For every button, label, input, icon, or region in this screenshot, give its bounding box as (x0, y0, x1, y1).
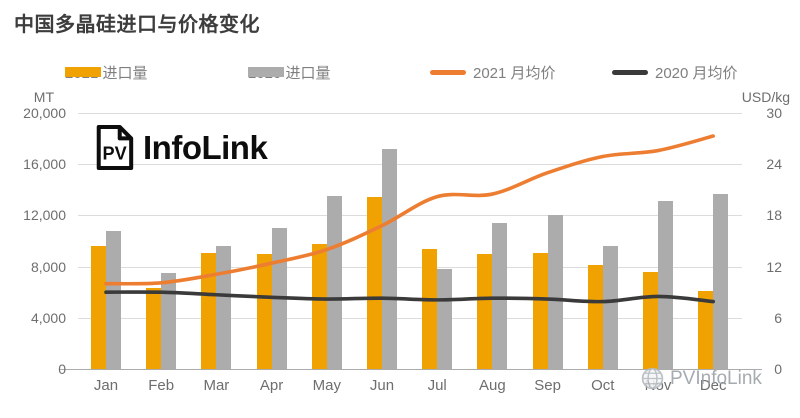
x-axis-label-sep: Sep (534, 377, 561, 394)
y-axis-tick-right: 0 (774, 361, 782, 377)
legend-label: 2021 月均价 (473, 64, 556, 82)
x-axis-label-jul: Jul (427, 377, 447, 394)
import-bar-2020-may (326, 196, 342, 369)
import-bar-2020-oct (602, 246, 618, 369)
x-axis-label-mar: Mar (203, 377, 230, 394)
pv-infolink-logo: PV InfoLink (93, 124, 268, 171)
import-bar-2020-feb (161, 273, 177, 369)
import-bar-2021-sep (532, 252, 548, 369)
x-axis-label-may: May (312, 377, 341, 394)
import-bar-2021-jan (91, 246, 106, 369)
import-bar-2020-dec (713, 193, 729, 369)
watermark-text: PVInfoLink (670, 367, 762, 389)
legend-item-2021-imports: 2021 进口量 (65, 62, 148, 82)
gridline (78, 113, 742, 114)
import-bar-2020-apr (271, 228, 287, 369)
y-axis-tick-left: 20,000 (23, 105, 66, 121)
x-axis-label-apr: Apr (259, 377, 284, 394)
import-bar-2020-jul (437, 269, 453, 369)
import-bar-2020-aug (492, 223, 508, 369)
import-bar-2021-nov (643, 271, 658, 369)
import-bar-2021-apr (256, 253, 272, 369)
logo-wordmark: InfoLink (143, 128, 268, 166)
y-axis-tick-right: 24 (766, 156, 782, 173)
gridline (78, 317, 742, 319)
x-axis-label-feb: Feb (148, 377, 175, 394)
y-axis-tick-left: 0 (58, 361, 66, 377)
import-bar-2021-feb (146, 288, 162, 369)
x-axis-label-oct: Oct (591, 377, 615, 394)
legend-swatch-2021-imports (65, 67, 101, 77)
svg-text:PV: PV (103, 143, 127, 163)
y-axis-tick-right: 12 (766, 258, 782, 275)
import-bar-2021-dec (698, 290, 714, 369)
x-axis-label-aug: Aug (479, 377, 506, 394)
import-bar-2021-jul (422, 248, 438, 369)
y-axis-tick-left: 16,000 (23, 156, 66, 173)
x-axis-label-dec: Dec (699, 377, 727, 394)
gridline (78, 266, 742, 268)
chart-title: 中国多晶硅进口与价格变化 (14, 14, 260, 36)
legend-swatch-2020-imports (248, 67, 284, 77)
import-bar-2020-mar (216, 246, 232, 369)
import-bar-2021-jun (367, 197, 382, 369)
pv-document-icon: PV (96, 124, 134, 171)
gridline (78, 215, 742, 217)
y-axis-tick-left: 4,000 (30, 309, 66, 326)
y-axis-tick-right: 30 (766, 105, 782, 121)
legend-label: 2020 月均价 (655, 64, 738, 82)
import-bar-2021-may (311, 243, 327, 369)
x-axis-label-jan: Jan (93, 377, 119, 394)
watermark: PVInfoLink (640, 366, 762, 391)
right-axis-unit: USD/kg (741, 89, 790, 105)
price-line-2020 (104, 290, 715, 304)
import-bar-2020-jun (382, 148, 397, 369)
import-bar-2020-sep (547, 215, 563, 369)
left-axis-unit: MT (33, 89, 54, 105)
y-axis-tick-right: 18 (766, 207, 782, 224)
y-axis-tick-left: 12,000 (23, 207, 66, 224)
legend-item-2020-price: 2020 月均价 (612, 62, 738, 82)
y-axis-tick-right: 6 (774, 309, 782, 326)
import-bar-2020-jan (106, 230, 121, 369)
x-axis-label-jun: Jun (369, 377, 395, 394)
import-bar-2021-mar (201, 252, 217, 369)
import-bar-2021-oct (587, 265, 603, 369)
y-axis-tick-left: 8,000 (30, 258, 66, 275)
import-bar-2021-aug (477, 253, 493, 369)
x-axis-line (60, 369, 762, 370)
legend-item-2021-price: 2021 月均价 (430, 62, 556, 82)
legend-swatch-2020-price (612, 69, 648, 75)
globe-icon (641, 367, 664, 390)
import-bar-2020-nov (658, 201, 673, 369)
legend-item-2020-imports: 2020 进口量 (248, 62, 331, 82)
legend-swatch-2021-price (430, 69, 466, 75)
